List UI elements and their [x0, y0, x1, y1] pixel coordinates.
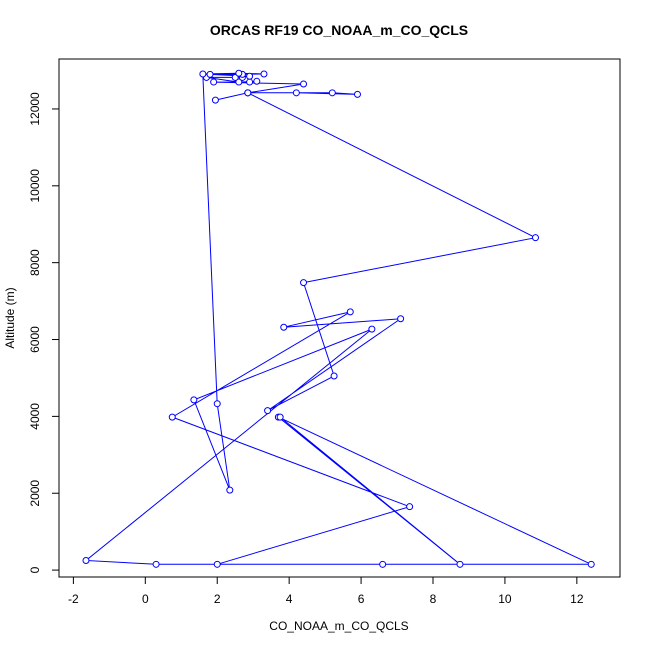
data-point [264, 407, 272, 415]
data-point [531, 234, 539, 242]
y-tick-label: 2000 [28, 480, 42, 507]
data-point [292, 89, 300, 97]
data-point [246, 78, 254, 86]
y-tick-label: 8000 [28, 249, 42, 276]
x-axis: -2 0 2 4 6 8 10 12 [68, 577, 584, 606]
chart-title: ORCAS RF19 CO_NOAA_m_CO_QCLS [210, 22, 468, 38]
x-tick-label: 10 [498, 592, 512, 606]
x-tick-label: -2 [68, 592, 79, 606]
data-point [276, 413, 284, 421]
data-point [260, 70, 268, 78]
x-tick-label: 12 [570, 592, 584, 606]
data-point [346, 308, 354, 316]
data-point [456, 560, 464, 568]
data-point [397, 315, 405, 323]
data-point [330, 372, 338, 380]
y-tick-label: 4000 [28, 403, 42, 430]
data-point [190, 396, 198, 404]
data-point [152, 560, 160, 568]
data-point [280, 323, 288, 331]
x-tick-label: 6 [358, 592, 365, 606]
data-point [213, 560, 221, 568]
data-point [213, 400, 221, 408]
data-point [587, 560, 595, 568]
plot-frame [58, 58, 621, 578]
data-point [82, 556, 90, 564]
data-series [82, 69, 595, 568]
data-point [244, 89, 252, 97]
x-tick-label: 0 [142, 592, 149, 606]
data-point [210, 78, 218, 86]
data-point [328, 89, 336, 97]
data-point [368, 325, 376, 333]
y-tick-label: 6000 [28, 326, 42, 353]
data-point [300, 279, 308, 287]
y-axis-label: Altitude (m) [3, 287, 17, 348]
x-tick-label: 2 [214, 592, 221, 606]
data-point [235, 69, 243, 77]
y-tick-label: 0 [28, 566, 42, 573]
data-point [300, 80, 308, 88]
data-point [379, 560, 387, 568]
y-tick-label: 12000 [28, 92, 42, 126]
y-axis: 0 2000 4000 6000 8000 10000 12000 [28, 92, 59, 573]
data-point [246, 72, 254, 80]
series-line [84, 72, 592, 565]
data-point [211, 96, 219, 104]
data-point [226, 486, 234, 494]
data-point [235, 78, 243, 86]
data-point [206, 70, 214, 78]
data-point [353, 90, 361, 98]
data-point [253, 77, 261, 85]
x-axis-label: CO_NOAA_m_CO_QCLS [269, 619, 408, 633]
data-point [168, 413, 176, 421]
data-point [406, 503, 414, 511]
x-tick-label: 4 [286, 592, 293, 606]
data-point [199, 70, 207, 78]
x-tick-label: 8 [430, 592, 437, 606]
y-tick-label: 10000 [28, 169, 42, 203]
